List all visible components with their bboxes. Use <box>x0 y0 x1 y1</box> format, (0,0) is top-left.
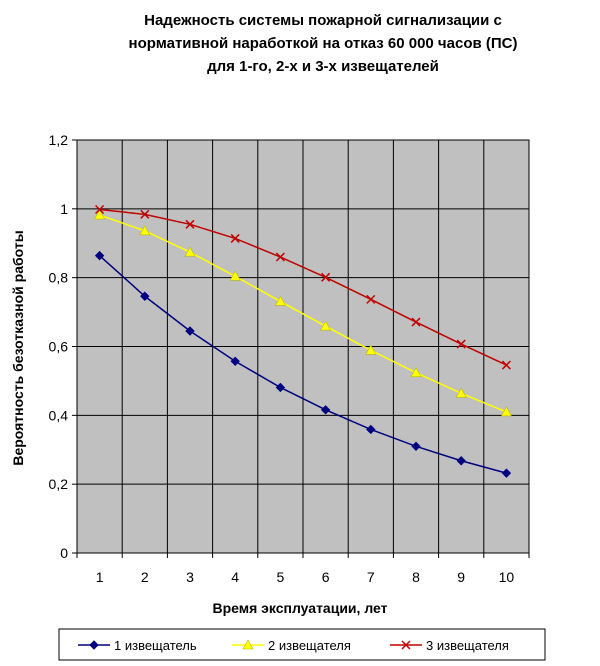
x-tick-label: 1 <box>96 569 104 585</box>
series-1-point <box>94 250 105 261</box>
series-2-point <box>94 209 106 220</box>
series-3-point <box>275 252 285 262</box>
series-3-point <box>140 209 150 219</box>
series-3-point <box>95 204 105 215</box>
x-tick-label: 2 <box>141 569 149 585</box>
x-tick-label: 7 <box>367 569 375 585</box>
x-tick-label: 10 <box>499 569 515 585</box>
series-1-point <box>275 382 286 393</box>
legend-box <box>58 628 546 661</box>
series-2-point <box>455 387 467 398</box>
chart-title-line-3: для 1-го, 2-х и 3-х извещателей <box>207 58 439 75</box>
legend-label: 1 извещатель <box>114 638 197 653</box>
series-2-point <box>410 367 422 377</box>
series-3-point <box>501 360 511 370</box>
series-3-line <box>99 208 507 366</box>
y-tick-label: 1 <box>60 201 68 217</box>
series-3-point <box>185 219 195 229</box>
series-2 <box>94 209 512 417</box>
y-tick-label: 0,2 <box>49 476 69 492</box>
x-tick-label: 3 <box>186 569 194 585</box>
x-tick-label: 5 <box>277 569 285 585</box>
legend-item-3: 3 извещателя <box>390 638 509 653</box>
chart-title-line-1: Надежность системы пожарной сигнализации… <box>144 12 502 29</box>
series-1-point <box>185 326 195 336</box>
y-tick-label: 0,4 <box>49 407 69 423</box>
series-1-point <box>501 468 512 478</box>
y-tick-label: 0,8 <box>49 270 69 286</box>
series-2-point <box>500 406 512 417</box>
x-axis-title: Время эксплуатации, лет <box>213 600 388 616</box>
legend-marker <box>89 640 99 650</box>
y-axis: 0 0,2 0,4 0,6 0,8 1 1,2 <box>49 132 77 561</box>
legend-label: 3 извещателя <box>426 638 509 653</box>
series-1-point <box>320 405 331 415</box>
series-1-line <box>99 255 507 474</box>
x-tick-label: 6 <box>322 569 330 585</box>
legend-item-1: 1 извещатель <box>78 638 197 653</box>
y-axis-title: Вероятность безотказной работы <box>10 230 26 465</box>
y-tick-label: 1,2 <box>49 132 69 148</box>
series-1-point <box>411 441 421 452</box>
series-layer <box>94 204 512 478</box>
series-3-point <box>321 272 331 282</box>
chart-title-line-2: нормативной наработкой на отказ 60 000 ч… <box>129 35 518 52</box>
series-3-point <box>366 294 376 304</box>
series-3-point <box>411 317 421 327</box>
series-1-point <box>456 456 466 466</box>
legend-items: 1 извещатель 2 извещателя 3 извещателя <box>78 638 509 653</box>
series-2-point <box>139 225 151 236</box>
series-1-point <box>230 356 240 367</box>
series-3-point <box>456 339 466 349</box>
x-tick-label: 9 <box>457 569 465 585</box>
series-3 <box>95 204 511 370</box>
legend-item-2: 2 извещателя <box>232 638 351 653</box>
x-axis: 1 2 3 4 5 6 7 8 9 10 <box>76 553 530 585</box>
legend-marker <box>401 640 411 650</box>
chart-title: Надежность системы пожарной сигнализации… <box>129 12 518 75</box>
legend: 1 извещатель 2 извещателя 3 извещателя <box>58 628 546 661</box>
series-1-point <box>140 291 150 301</box>
series-2-point <box>274 295 286 306</box>
series-2-point <box>365 344 377 355</box>
series-3-point <box>230 233 240 243</box>
y-tick-label: 0,6 <box>49 339 69 355</box>
legend-marker <box>242 639 254 650</box>
series-2-line <box>99 214 507 413</box>
series-1-point <box>366 424 376 435</box>
y-tick-label: 0 <box>60 545 68 561</box>
legend-label: 2 извещателя <box>268 638 351 653</box>
series-1 <box>94 250 512 478</box>
x-tick-label: 4 <box>231 569 239 585</box>
series-2-point <box>320 320 332 331</box>
x-tick-label: 8 <box>412 569 420 585</box>
series-2-point <box>184 246 196 257</box>
series-2-point <box>229 270 241 281</box>
